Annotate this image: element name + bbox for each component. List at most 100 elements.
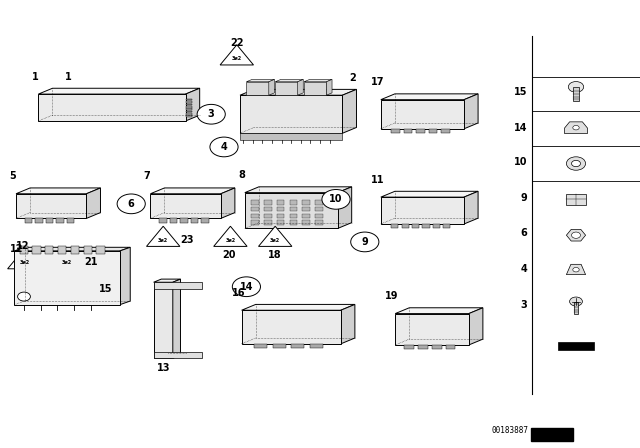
Bar bbox=[186, 113, 192, 115]
Bar bbox=[303, 200, 310, 205]
Polygon shape bbox=[381, 94, 478, 99]
Bar bbox=[290, 220, 298, 225]
Bar bbox=[252, 200, 259, 205]
Text: 8: 8 bbox=[238, 170, 245, 180]
Text: 4: 4 bbox=[520, 264, 527, 274]
Bar bbox=[290, 200, 298, 205]
Bar bbox=[531, 428, 573, 441]
Text: 13: 13 bbox=[156, 363, 170, 373]
Bar bbox=[186, 101, 192, 103]
Polygon shape bbox=[221, 188, 235, 218]
Bar bbox=[433, 224, 440, 228]
Bar bbox=[303, 220, 310, 225]
Text: 11: 11 bbox=[371, 175, 385, 185]
Polygon shape bbox=[381, 99, 464, 129]
Bar bbox=[422, 224, 429, 228]
Bar bbox=[32, 246, 40, 254]
Text: 22: 22 bbox=[230, 38, 244, 47]
Text: 3: 3 bbox=[208, 109, 214, 119]
Bar bbox=[264, 207, 272, 211]
Circle shape bbox=[210, 137, 238, 157]
Polygon shape bbox=[396, 308, 483, 314]
Text: 1: 1 bbox=[65, 72, 72, 82]
Circle shape bbox=[566, 157, 586, 170]
Bar bbox=[446, 345, 456, 349]
Bar bbox=[277, 220, 285, 225]
Bar bbox=[264, 214, 272, 218]
Polygon shape bbox=[14, 247, 131, 251]
Bar bbox=[46, 218, 53, 223]
Text: 16: 16 bbox=[232, 288, 245, 297]
Bar bbox=[186, 116, 192, 117]
Bar bbox=[391, 129, 400, 134]
Bar bbox=[310, 344, 323, 349]
Bar bbox=[404, 129, 412, 134]
Text: 00183887: 00183887 bbox=[491, 426, 528, 435]
Circle shape bbox=[573, 267, 579, 272]
Bar bbox=[170, 218, 177, 223]
Polygon shape bbox=[304, 79, 332, 82]
Text: 4: 4 bbox=[221, 142, 227, 152]
Bar bbox=[96, 246, 105, 254]
Text: 14: 14 bbox=[239, 282, 253, 292]
Bar bbox=[264, 220, 272, 225]
Polygon shape bbox=[246, 79, 275, 82]
Bar bbox=[240, 133, 342, 140]
Text: 5: 5 bbox=[10, 171, 16, 181]
Bar bbox=[316, 200, 323, 205]
Polygon shape bbox=[381, 191, 478, 197]
Text: 10: 10 bbox=[329, 194, 343, 204]
Polygon shape bbox=[326, 79, 332, 95]
Polygon shape bbox=[566, 264, 586, 275]
Polygon shape bbox=[8, 249, 41, 269]
Bar bbox=[186, 106, 192, 108]
Text: 20: 20 bbox=[222, 250, 236, 260]
Polygon shape bbox=[275, 79, 303, 82]
Polygon shape bbox=[566, 229, 586, 241]
Bar bbox=[56, 218, 64, 223]
Polygon shape bbox=[150, 188, 235, 194]
Polygon shape bbox=[396, 314, 468, 345]
Text: 3ͷ2: 3ͷ2 bbox=[19, 260, 29, 265]
Text: 9: 9 bbox=[520, 193, 527, 202]
Text: 7: 7 bbox=[144, 171, 150, 181]
Bar bbox=[404, 345, 414, 349]
Text: 3ͷ2: 3ͷ2 bbox=[62, 260, 72, 265]
Polygon shape bbox=[214, 226, 247, 246]
Text: 12: 12 bbox=[10, 244, 23, 254]
Circle shape bbox=[568, 82, 584, 92]
Polygon shape bbox=[240, 95, 342, 134]
Polygon shape bbox=[340, 305, 355, 344]
Bar bbox=[441, 129, 450, 134]
Polygon shape bbox=[338, 187, 352, 228]
Bar bbox=[252, 207, 259, 211]
Text: 3ͷ2: 3ͷ2 bbox=[225, 238, 236, 243]
Polygon shape bbox=[14, 251, 120, 305]
Circle shape bbox=[351, 232, 379, 252]
Polygon shape bbox=[245, 187, 352, 193]
Text: 10: 10 bbox=[514, 157, 527, 167]
Bar bbox=[252, 220, 259, 225]
Polygon shape bbox=[242, 310, 340, 344]
Bar bbox=[277, 214, 285, 218]
Text: 14: 14 bbox=[514, 123, 527, 133]
Polygon shape bbox=[86, 188, 100, 218]
Bar bbox=[159, 218, 166, 223]
Text: 17: 17 bbox=[371, 77, 385, 87]
Bar bbox=[84, 246, 92, 254]
Polygon shape bbox=[468, 308, 483, 345]
Text: 9: 9 bbox=[362, 237, 368, 247]
Polygon shape bbox=[38, 88, 200, 94]
Polygon shape bbox=[220, 45, 253, 65]
Text: 15: 15 bbox=[99, 284, 113, 294]
Polygon shape bbox=[154, 282, 202, 289]
Circle shape bbox=[570, 297, 582, 306]
Bar bbox=[303, 207, 310, 211]
Bar bbox=[429, 129, 437, 134]
Bar bbox=[402, 224, 409, 228]
Polygon shape bbox=[269, 79, 275, 95]
Bar bbox=[186, 99, 192, 100]
Bar bbox=[277, 207, 285, 211]
Text: 6: 6 bbox=[520, 228, 527, 238]
Bar bbox=[412, 224, 419, 228]
